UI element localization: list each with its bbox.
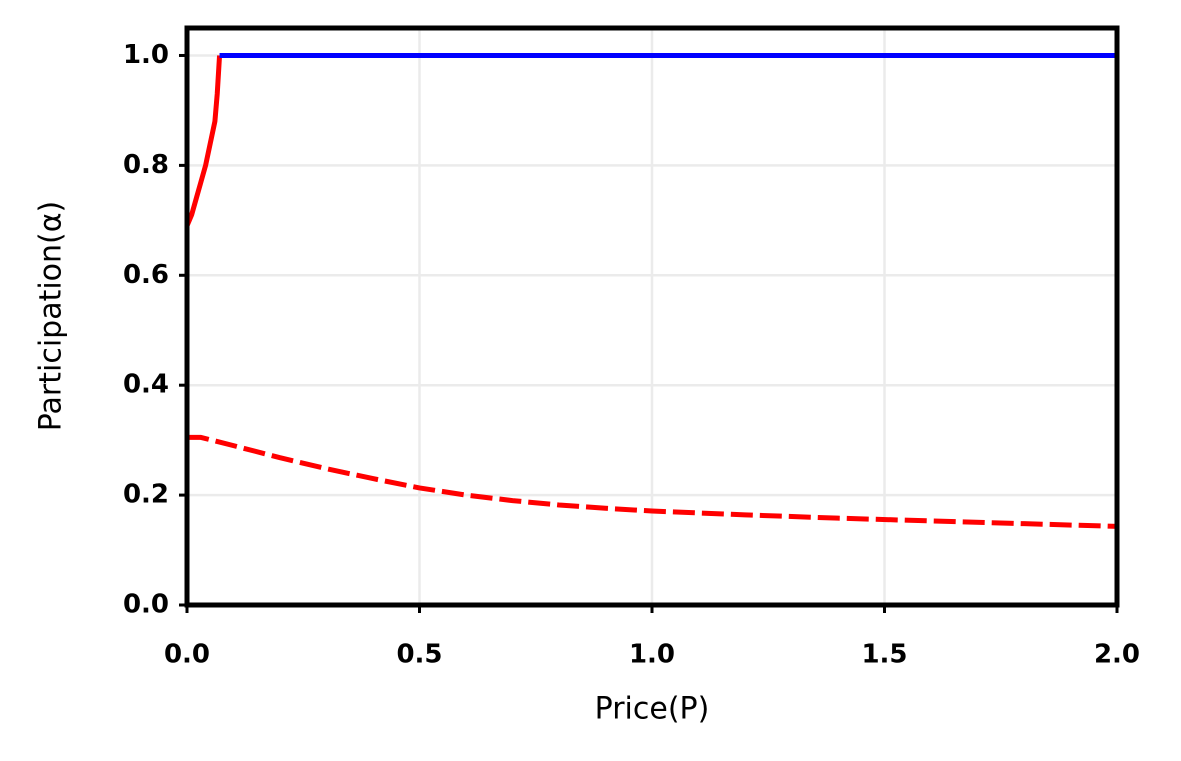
x-tick-label: 2.0 <box>1094 640 1140 670</box>
line <box>187 434 1118 529</box>
y-tick-label: 0.2 <box>123 480 169 510</box>
x-tick-label: 0.0 <box>164 640 210 670</box>
y-axis-label: Participation(α) <box>34 201 69 431</box>
plot-frame <box>184 25 1120 608</box>
y-tick-label: 0.6 <box>123 260 169 290</box>
y-tick-label: 0.4 <box>123 370 169 400</box>
line <box>184 55 223 227</box>
y-tick-label: 1.0 <box>123 40 169 70</box>
y-tick-label: 0.8 <box>123 150 169 180</box>
x-tick-label: 0.5 <box>396 640 442 670</box>
x-tick-label: 1.0 <box>629 640 675 670</box>
x-tick-label: 1.5 <box>861 640 907 670</box>
x-axis-label: Price(P) <box>595 692 710 727</box>
y-tick-label: 0.0 <box>123 590 169 620</box>
